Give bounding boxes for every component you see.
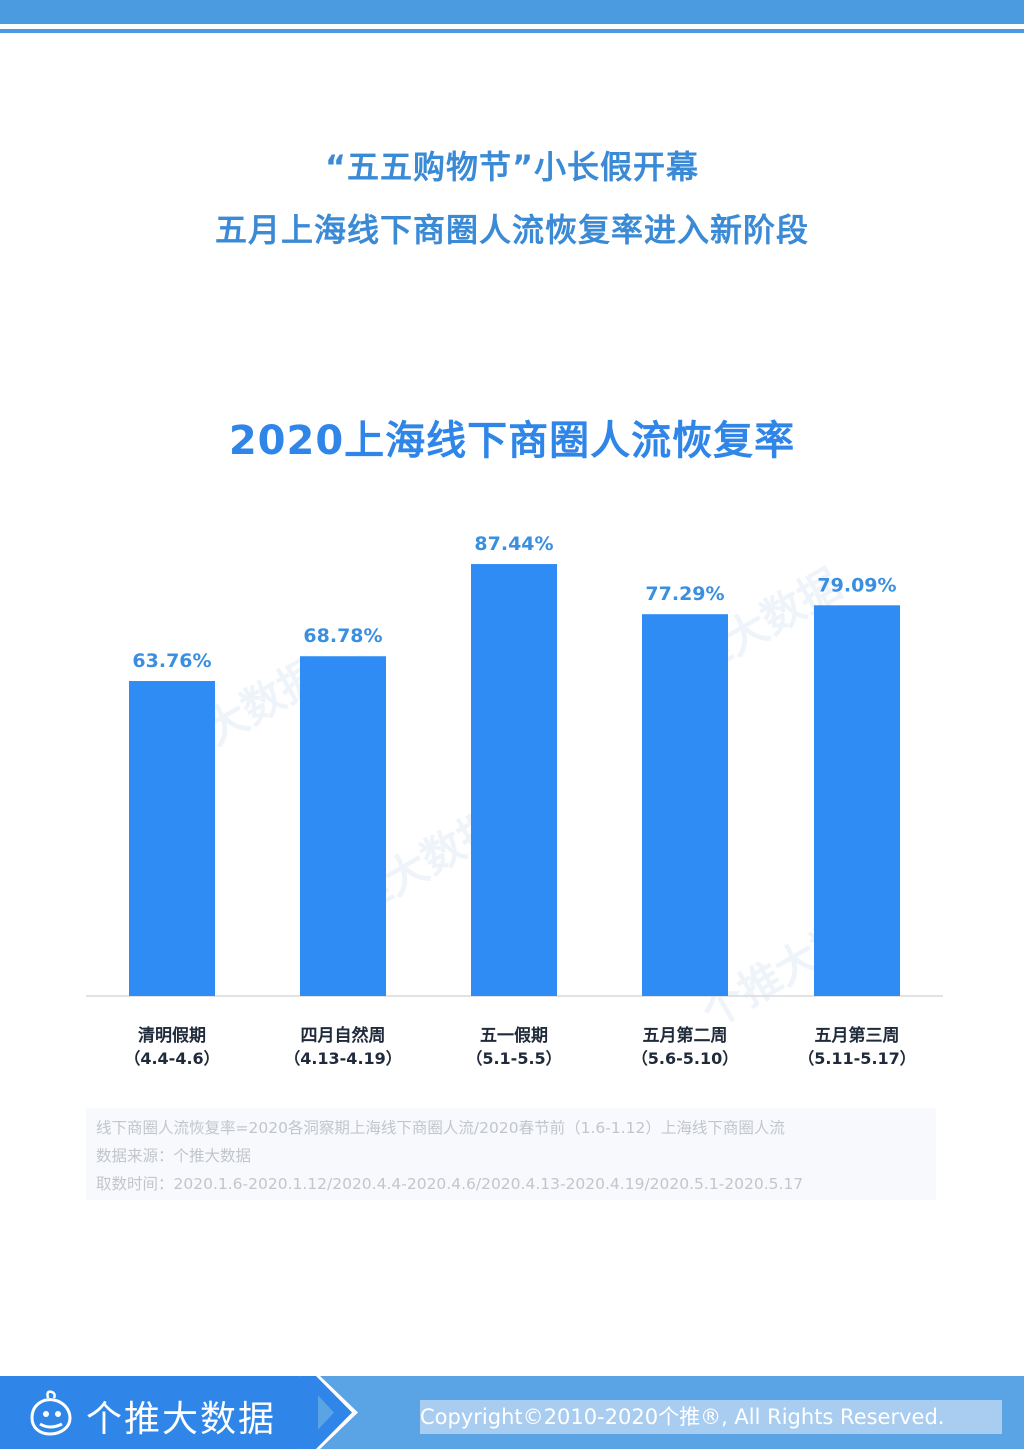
footer-bar: 个推大数据 Copyright©2010-2020个推®, All Rights… [0, 1376, 1024, 1449]
x-tick-label: 四月自然周 [301, 1025, 386, 1046]
bar [642, 614, 728, 996]
data-label: 77.29% [645, 583, 724, 605]
bar-chart: 63.76% 清明假期 （4.4-4.6） 68.78% 四月自然周 （4.13-4.19… [86, 533, 943, 1068]
copyright-text: Copyright©2010-2020个推®, All Rights Reser… [420, 1400, 1002, 1434]
page-heading-line2: 五月上海线下商圈人流恢复率进入新阶段 [214, 211, 809, 249]
x-tick-label: 五月第二周 [643, 1025, 728, 1046]
x-tick-range-label: （4.13-4.19） [284, 1049, 402, 1068]
x-tick-range-label: （5.1-5.5） [466, 1049, 561, 1068]
top-accent-bar [0, 0, 1024, 24]
bar [300, 656, 386, 996]
chart-title: 2020上海线下商圈人流恢复率 [228, 418, 796, 464]
notes-box: 线下商圈人流恢复率=2020各洞察期上海线下商圈人流/2020春节前（1.6-1… [86, 1108, 936, 1200]
x-tick-range-label: （4.4-4.6） [124, 1049, 219, 1068]
data-label: 87.44% [474, 533, 553, 555]
bar [129, 681, 215, 996]
source-note: 数据来源：个推大数据 [96, 1147, 252, 1165]
x-tick-range-label: （5.6-5.10） [632, 1049, 738, 1068]
top-accent-line [0, 29, 1024, 33]
bar [471, 564, 557, 996]
formula-note: 线下商圈人流恢复率=2020各洞察期上海线下商圈人流/2020春节前（1.6-1… [96, 1119, 785, 1137]
x-tick-label: 五一假期 [480, 1025, 548, 1046]
chevron-right-icon [300, 1376, 358, 1449]
data-label: 68.78% [303, 625, 382, 647]
data-label: 79.09% [817, 574, 896, 596]
x-tick-label: 五月第三周 [815, 1025, 900, 1046]
data-label: 63.76% [132, 650, 211, 672]
x-tick-range-label: （5.11-5.17） [798, 1049, 916, 1068]
period-note: 取数时间：2020.1.6-2020.1.12/2020.4.4-2020.4.… [96, 1175, 804, 1193]
page-heading-line1: “五五购物节”小长假开幕 [324, 148, 700, 186]
x-tick-label: 清明假期 [138, 1025, 206, 1046]
whale-logo-icon [30, 1390, 72, 1436]
bar [814, 605, 900, 996]
footer-brand-name: 个推大数据 [86, 1399, 277, 1440]
